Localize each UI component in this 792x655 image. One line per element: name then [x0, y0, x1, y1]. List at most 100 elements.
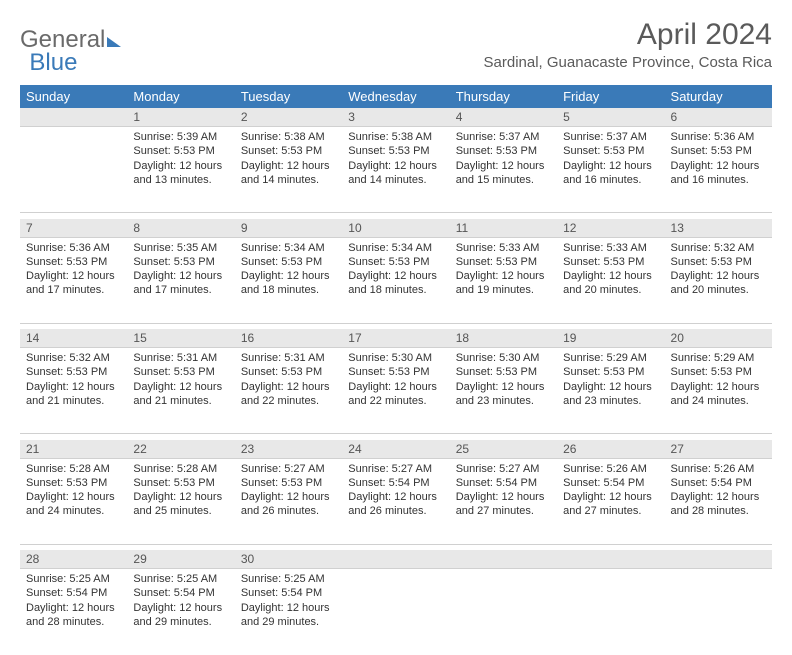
sunrise-text: Sunrise: 5:38 AM — [241, 130, 336, 144]
sunset-text: Sunset: 5:53 PM — [241, 255, 336, 269]
day2-text: and 22 minutes. — [241, 394, 336, 408]
day2-text: and 24 minutes. — [26, 504, 121, 518]
day2-text: and 20 minutes. — [671, 283, 766, 297]
day-number-cell: 12 — [557, 219, 664, 238]
day-data-cell: Sunrise: 5:30 AMSunset: 5:53 PMDaylight:… — [450, 348, 557, 434]
day1-text: Daylight: 12 hours — [563, 159, 658, 173]
day-header: Friday — [557, 85, 664, 108]
sunrise-text: Sunrise: 5:33 AM — [563, 241, 658, 255]
data-row: Sunrise: 5:32 AMSunset: 5:53 PMDaylight:… — [20, 348, 772, 434]
sunrise-text: Sunrise: 5:31 AM — [241, 351, 336, 365]
day2-text: and 16 minutes. — [563, 173, 658, 187]
day-number-cell: 16 — [235, 329, 342, 348]
logo-text-blue: Blue — [29, 49, 77, 77]
day-data-cell: Sunrise: 5:28 AMSunset: 5:53 PMDaylight:… — [127, 458, 234, 544]
day-number-cell: 8 — [127, 219, 234, 238]
day-data-cell: Sunrise: 5:32 AMSunset: 5:53 PMDaylight:… — [20, 348, 127, 434]
day1-text: Daylight: 12 hours — [26, 380, 121, 394]
day1-text: Daylight: 12 hours — [348, 380, 443, 394]
day-number-cell — [665, 550, 772, 569]
day-data-cell: Sunrise: 5:38 AMSunset: 5:53 PMDaylight:… — [342, 127, 449, 213]
day2-text: and 26 minutes. — [348, 504, 443, 518]
sunset-text: Sunset: 5:53 PM — [563, 255, 658, 269]
sunrise-text: Sunrise: 5:34 AM — [241, 241, 336, 255]
day-number-cell: 21 — [20, 440, 127, 459]
day-data-cell: Sunrise: 5:33 AMSunset: 5:53 PMDaylight:… — [557, 237, 664, 323]
day-header: Sunday — [20, 85, 127, 108]
day1-text: Daylight: 12 hours — [456, 490, 551, 504]
day-header: Monday — [127, 85, 234, 108]
day-number-cell — [557, 550, 664, 569]
day1-text: Daylight: 12 hours — [26, 601, 121, 615]
location-text: Sardinal, Guanacaste Province, Costa Ric… — [484, 54, 772, 71]
sunrise-text: Sunrise: 5:28 AM — [26, 462, 121, 476]
day-data-cell: Sunrise: 5:29 AMSunset: 5:53 PMDaylight:… — [557, 348, 664, 434]
day1-text: Daylight: 12 hours — [26, 269, 121, 283]
day2-text: and 18 minutes. — [348, 283, 443, 297]
day-header-row: Sunday Monday Tuesday Wednesday Thursday… — [20, 85, 772, 108]
day-data-cell — [20, 127, 127, 213]
sunrise-text: Sunrise: 5:39 AM — [133, 130, 228, 144]
month-title: April 2024 — [484, 18, 772, 52]
day-data-cell: Sunrise: 5:27 AMSunset: 5:53 PMDaylight:… — [235, 458, 342, 544]
sunset-text: Sunset: 5:53 PM — [563, 365, 658, 379]
day1-text: Daylight: 12 hours — [241, 269, 336, 283]
sunset-text: Sunset: 5:53 PM — [133, 255, 228, 269]
day2-text: and 29 minutes. — [241, 615, 336, 629]
sunrise-text: Sunrise: 5:25 AM — [133, 572, 228, 586]
day2-text: and 17 minutes. — [26, 283, 121, 297]
sunrise-text: Sunrise: 5:32 AM — [671, 241, 766, 255]
day1-text: Daylight: 12 hours — [348, 159, 443, 173]
day-number-cell — [342, 550, 449, 569]
day-number-cell: 1 — [127, 108, 234, 127]
day-data-cell: Sunrise: 5:33 AMSunset: 5:53 PMDaylight:… — [450, 237, 557, 323]
sunset-text: Sunset: 5:53 PM — [671, 365, 766, 379]
day2-text: and 21 minutes. — [133, 394, 228, 408]
sunrise-text: Sunrise: 5:36 AM — [26, 241, 121, 255]
data-row: Sunrise: 5:36 AMSunset: 5:53 PMDaylight:… — [20, 237, 772, 323]
day-data-cell: Sunrise: 5:27 AMSunset: 5:54 PMDaylight:… — [342, 458, 449, 544]
day1-text: Daylight: 12 hours — [241, 380, 336, 394]
day-header: Saturday — [665, 85, 772, 108]
sunrise-text: Sunrise: 5:27 AM — [241, 462, 336, 476]
day1-text: Daylight: 12 hours — [133, 269, 228, 283]
sunrise-text: Sunrise: 5:35 AM — [133, 241, 228, 255]
day-number-cell: 17 — [342, 329, 449, 348]
day-number-cell: 25 — [450, 440, 557, 459]
day1-text: Daylight: 12 hours — [456, 159, 551, 173]
title-block: April 2024 Sardinal, Guanacaste Province… — [484, 18, 772, 71]
sunrise-text: Sunrise: 5:26 AM — [563, 462, 658, 476]
day2-text: and 23 minutes. — [456, 394, 551, 408]
day1-text: Daylight: 12 hours — [563, 269, 658, 283]
day-number-cell: 23 — [235, 440, 342, 459]
day2-text: and 15 minutes. — [456, 173, 551, 187]
day-data-cell: Sunrise: 5:37 AMSunset: 5:53 PMDaylight:… — [450, 127, 557, 213]
day2-text: and 23 minutes. — [563, 394, 658, 408]
day2-text: and 25 minutes. — [133, 504, 228, 518]
daynum-row: 123456 — [20, 108, 772, 127]
day-data-cell: Sunrise: 5:36 AMSunset: 5:53 PMDaylight:… — [20, 237, 127, 323]
day-number-cell: 29 — [127, 550, 234, 569]
day-data-cell: Sunrise: 5:30 AMSunset: 5:53 PMDaylight:… — [342, 348, 449, 434]
sunrise-text: Sunrise: 5:25 AM — [241, 572, 336, 586]
day-data-cell: Sunrise: 5:38 AMSunset: 5:53 PMDaylight:… — [235, 127, 342, 213]
day-data-cell: Sunrise: 5:31 AMSunset: 5:53 PMDaylight:… — [127, 348, 234, 434]
sunrise-text: Sunrise: 5:30 AM — [348, 351, 443, 365]
sunset-text: Sunset: 5:53 PM — [563, 144, 658, 158]
sunset-text: Sunset: 5:53 PM — [241, 365, 336, 379]
data-row: Sunrise: 5:39 AMSunset: 5:53 PMDaylight:… — [20, 127, 772, 213]
day-number-cell: 4 — [450, 108, 557, 127]
sunset-text: Sunset: 5:53 PM — [26, 365, 121, 379]
sunrise-text: Sunrise: 5:28 AM — [133, 462, 228, 476]
day-number-cell: 3 — [342, 108, 449, 127]
day-data-cell: Sunrise: 5:29 AMSunset: 5:53 PMDaylight:… — [665, 348, 772, 434]
day-data-cell: Sunrise: 5:34 AMSunset: 5:53 PMDaylight:… — [342, 237, 449, 323]
day1-text: Daylight: 12 hours — [26, 490, 121, 504]
day2-text: and 21 minutes. — [26, 394, 121, 408]
sunrise-text: Sunrise: 5:25 AM — [26, 572, 121, 586]
day2-text: and 16 minutes. — [671, 173, 766, 187]
day-data-cell: Sunrise: 5:39 AMSunset: 5:53 PMDaylight:… — [127, 127, 234, 213]
sunrise-text: Sunrise: 5:26 AM — [671, 462, 766, 476]
day-number-cell: 24 — [342, 440, 449, 459]
day2-text: and 22 minutes. — [348, 394, 443, 408]
